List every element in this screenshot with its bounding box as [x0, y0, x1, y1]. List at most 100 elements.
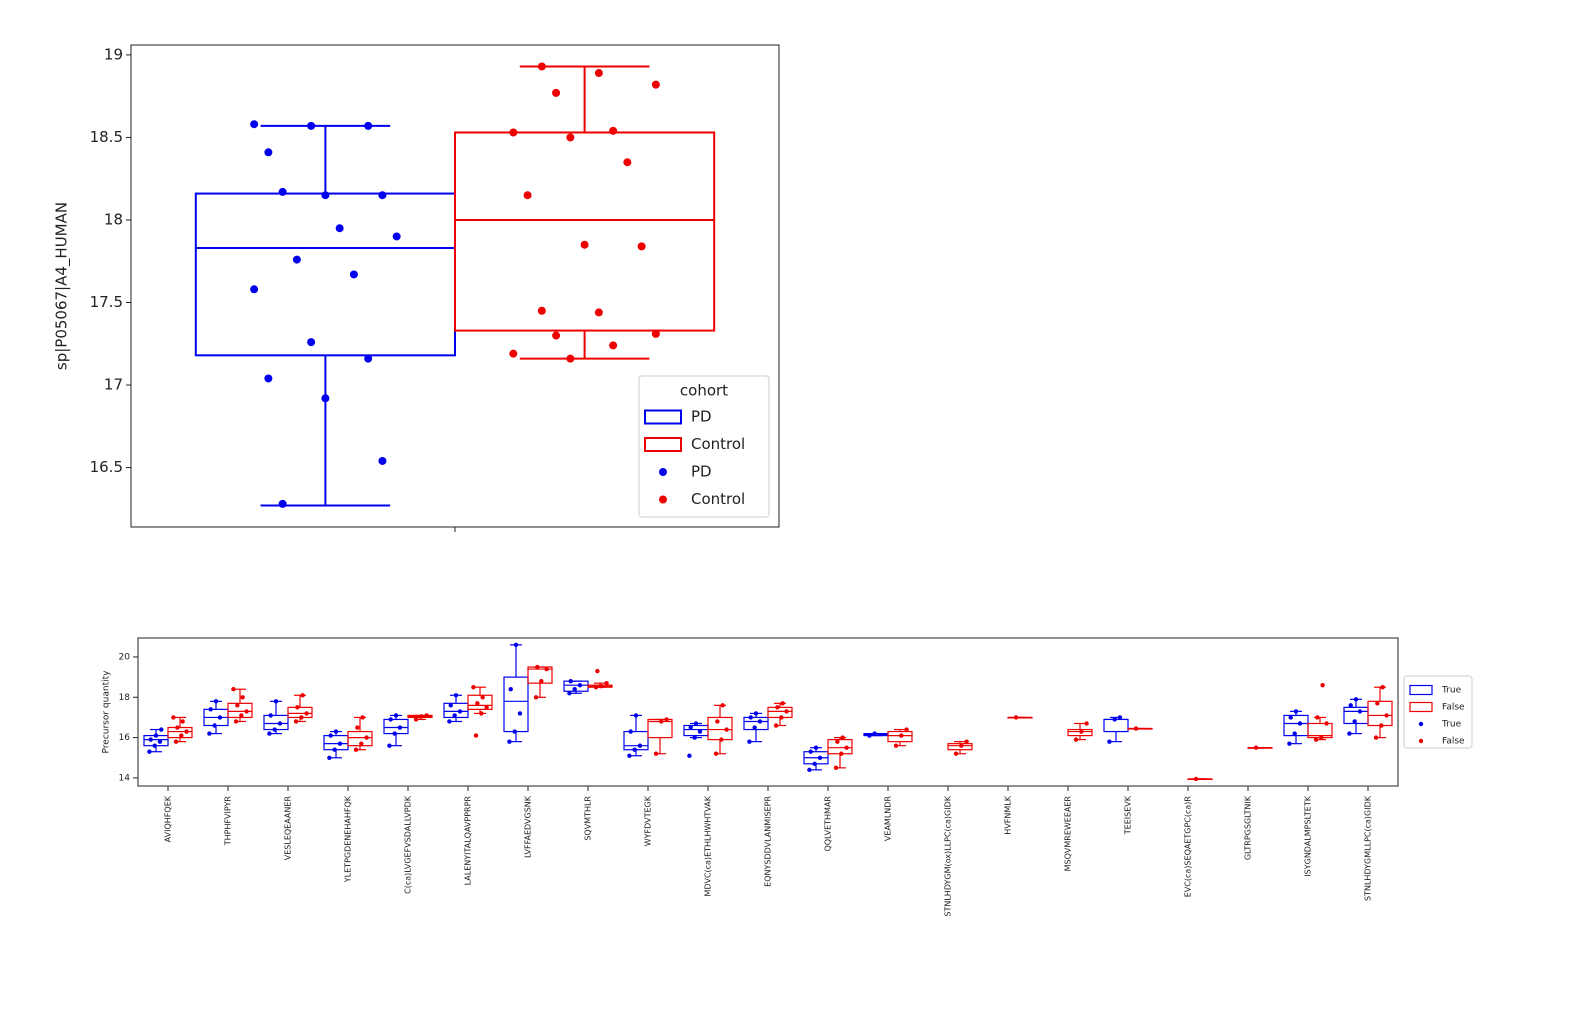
point	[807, 767, 812, 773]
point	[692, 735, 697, 740]
point	[360, 715, 365, 720]
point	[1297, 721, 1303, 726]
point	[1352, 719, 1357, 724]
point	[637, 242, 646, 251]
point	[1384, 713, 1389, 718]
point	[567, 691, 572, 696]
point	[378, 191, 387, 200]
point	[333, 729, 339, 734]
point	[513, 642, 519, 648]
point	[264, 148, 273, 157]
legend-title: cohort	[680, 382, 728, 400]
point	[833, 765, 839, 771]
y-tick-label: 14	[119, 773, 131, 783]
point	[893, 743, 899, 748]
point	[171, 715, 176, 720]
point	[153, 733, 159, 738]
y-axis-label: sp|P05067|A4_HUMAN	[53, 202, 72, 370]
point	[267, 731, 272, 736]
point	[184, 729, 189, 734]
point	[724, 727, 729, 732]
point	[552, 88, 561, 97]
point	[552, 331, 561, 340]
point	[300, 693, 305, 698]
point	[244, 709, 249, 714]
point	[627, 753, 632, 758]
point	[180, 719, 185, 724]
point	[512, 729, 517, 734]
point	[148, 737, 153, 742]
point	[537, 306, 546, 315]
x-tick-label: STNLHDYGMLLPC(ca)GIDK	[1364, 795, 1373, 901]
box	[1067, 728, 1093, 737]
point	[637, 743, 643, 748]
box	[383, 718, 409, 735]
point	[688, 725, 693, 730]
point	[1320, 682, 1325, 688]
legend-label: True	[1441, 686, 1462, 696]
point	[1375, 701, 1380, 706]
box	[1103, 718, 1129, 733]
point	[484, 705, 489, 710]
legend-label: True	[1441, 720, 1462, 730]
point	[779, 715, 784, 720]
point	[293, 719, 299, 724]
legend-patch	[1409, 684, 1433, 696]
point	[272, 727, 277, 732]
point	[327, 755, 332, 760]
point	[159, 727, 164, 732]
point	[812, 761, 817, 767]
point	[572, 687, 577, 692]
point	[250, 285, 259, 294]
point	[1073, 737, 1079, 742]
legend-patch	[644, 437, 682, 452]
point	[359, 741, 364, 746]
point	[1117, 715, 1123, 720]
y-tick-label: 20	[119, 652, 131, 662]
point	[780, 701, 785, 706]
point	[1315, 715, 1320, 720]
point	[623, 158, 632, 167]
point	[273, 699, 279, 704]
point	[1079, 729, 1084, 734]
point	[1253, 745, 1259, 750]
point	[213, 699, 219, 704]
x-tick-label: THPHFVIPYR	[224, 796, 233, 847]
legend-dot	[1418, 721, 1424, 727]
point	[904, 727, 909, 732]
point	[307, 121, 316, 130]
point	[757, 719, 763, 724]
point	[1107, 739, 1112, 744]
point	[250, 120, 259, 129]
y-tick-label: 18	[104, 210, 123, 228]
point	[448, 703, 453, 708]
point	[452, 713, 457, 718]
box	[947, 743, 973, 751]
point	[628, 729, 633, 734]
point	[817, 755, 823, 760]
box	[1367, 700, 1393, 727]
y-tick-label: 19	[104, 45, 123, 63]
box	[227, 702, 253, 719]
point	[720, 703, 725, 708]
x-tick-label: STNLHDYGM(ox)LLPC(ca)GIDK	[944, 795, 953, 916]
point	[353, 747, 359, 752]
box	[647, 718, 673, 739]
point	[278, 499, 287, 508]
point	[752, 725, 757, 730]
x-tick-label: ISYGNDALMPSLTETK	[1304, 795, 1313, 876]
point	[364, 354, 373, 363]
point	[419, 714, 424, 719]
point	[152, 743, 157, 748]
point	[1293, 709, 1299, 714]
x-tick-label: TEEISEVK	[1124, 795, 1133, 835]
box	[503, 676, 529, 733]
point	[1379, 723, 1384, 728]
legend-label: Control	[691, 490, 745, 508]
point	[867, 733, 872, 738]
point	[507, 739, 512, 744]
point	[1084, 721, 1089, 726]
point	[295, 705, 300, 710]
box	[467, 694, 493, 710]
